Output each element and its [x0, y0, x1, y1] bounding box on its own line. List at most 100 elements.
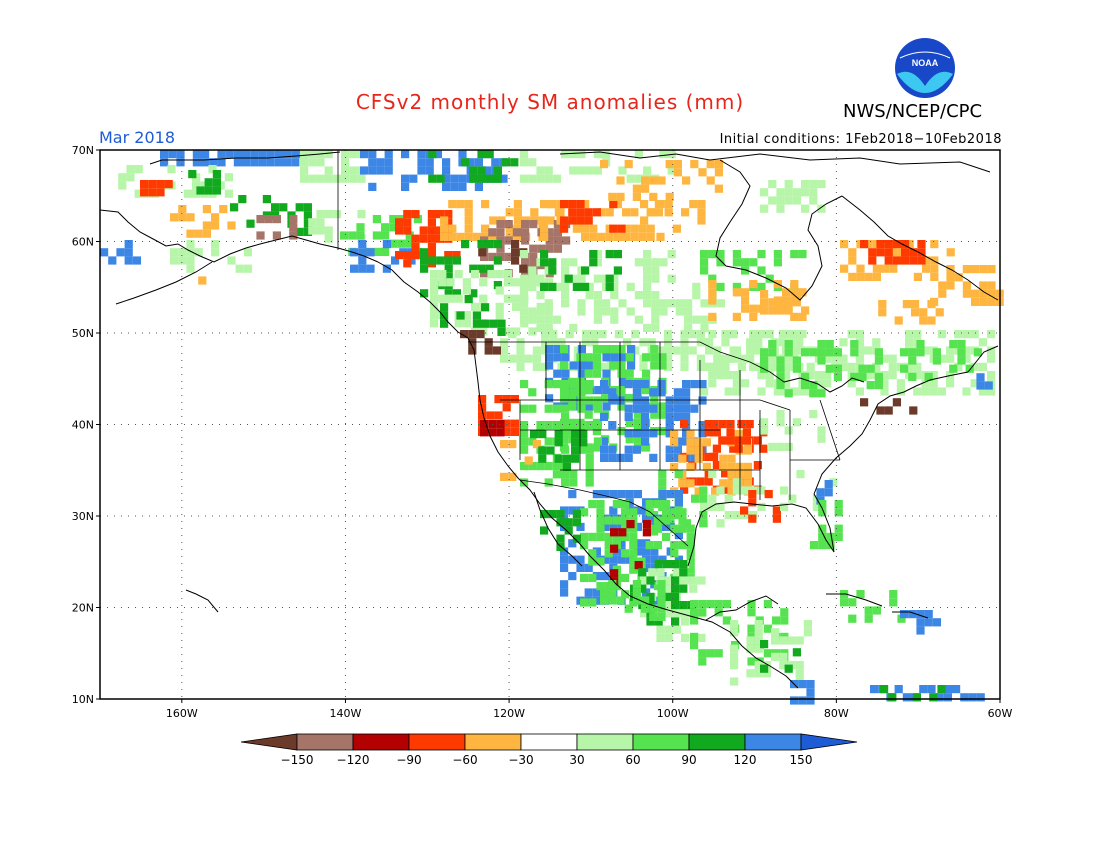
anomaly-cell [806, 680, 815, 689]
anomaly-cell [629, 557, 638, 566]
anomaly-cell [682, 412, 691, 421]
anomaly-cell [368, 182, 377, 191]
anomaly-cell [140, 188, 149, 197]
anomaly-cell [510, 419, 519, 428]
anomaly-cell [726, 436, 735, 445]
anomaly-cell [818, 508, 827, 517]
anomaly-cell [444, 289, 453, 298]
anomaly-cell [513, 232, 522, 241]
anomaly-cell [186, 229, 195, 238]
graticule-layer [100, 150, 1000, 699]
anomaly-cell [324, 210, 333, 219]
anomaly-cell [801, 372, 810, 381]
anomaly-cell [935, 308, 944, 317]
anomaly-cell [714, 184, 723, 193]
anomaly-cell [829, 478, 838, 487]
anomaly-cell [688, 330, 697, 339]
anomaly-cell [300, 166, 309, 175]
anomaly-cell [462, 319, 471, 328]
anomaly-cell [749, 258, 758, 267]
anomaly-cell [671, 576, 680, 585]
anomaly-cell [778, 338, 787, 347]
colorbar-segment [296, 733, 354, 751]
anomaly-cell [672, 346, 681, 355]
anomaly-cell [471, 270, 480, 279]
anomaly-cell [753, 436, 762, 445]
anomaly-cell [496, 244, 505, 253]
anomaly-cell [493, 281, 502, 290]
anomaly-cell [411, 210, 420, 219]
anomaly-cell [488, 228, 497, 237]
anomaly-cell [721, 485, 730, 494]
anomaly-cell [625, 490, 634, 499]
latitude-label: 20N [72, 602, 94, 615]
anomaly-cell [577, 369, 586, 378]
anomaly-cell [664, 609, 673, 618]
anomaly-cell [651, 274, 660, 283]
anomaly-cell [592, 427, 601, 436]
anomaly-cell [764, 490, 773, 499]
anomaly-cell [596, 557, 605, 566]
anomaly-cell [638, 584, 647, 593]
anomaly-cell [795, 636, 804, 645]
anomaly-cell [577, 445, 586, 454]
anomaly-cell [602, 369, 611, 378]
anomaly-cell [840, 598, 849, 607]
anomaly-cell [798, 288, 807, 297]
colorbar-label: 150 [790, 753, 813, 767]
anomaly-cell [935, 693, 944, 702]
anomaly-cell [642, 520, 651, 529]
anomaly-cell [888, 693, 897, 702]
anomaly-cell [511, 256, 520, 265]
anomaly-cell [592, 353, 601, 362]
anomaly-cell [779, 636, 788, 645]
anomaly-cell [917, 240, 926, 249]
anomaly-cell [192, 150, 201, 159]
anomaly-cell [712, 444, 721, 453]
anomaly-cell [536, 315, 545, 324]
anomaly-cell [649, 429, 658, 438]
anomaly-cell [569, 323, 578, 332]
anomaly-cell [708, 312, 717, 321]
anomaly-cell [700, 315, 709, 324]
anomaly-cell [902, 693, 911, 702]
anomaly-cell [610, 307, 619, 316]
anomaly-cell [178, 205, 187, 214]
anomaly-cell [714, 160, 723, 169]
anomaly-cell [716, 250, 725, 259]
anomaly-cell [238, 195, 247, 204]
anomaly-cell [757, 330, 766, 339]
anomaly-cell [511, 248, 520, 257]
longitude-label: 160W [166, 707, 198, 720]
anomaly-cell [513, 216, 522, 225]
anomaly-cell [512, 294, 521, 303]
anomaly-cell [585, 396, 594, 405]
anomaly-cell [814, 371, 823, 380]
anomaly-cell [568, 394, 577, 403]
anomaly-cell [673, 160, 682, 169]
anomaly-cell [922, 256, 931, 265]
anomaly-cell [743, 446, 752, 455]
anomaly-cell [847, 379, 856, 388]
anomaly-cell [784, 348, 793, 357]
anomaly-cell [630, 224, 639, 233]
colorbar-label: −150 [281, 753, 314, 767]
anomaly-cell [548, 282, 557, 291]
anomaly-cell [538, 430, 547, 439]
anomaly-cell [562, 236, 571, 245]
anomaly-cell [848, 614, 857, 623]
anomaly-cell [632, 192, 641, 201]
anomaly-cell [801, 188, 810, 197]
anomaly-cell [468, 330, 477, 339]
anomaly-cell [949, 364, 958, 373]
anomaly-cell [493, 174, 502, 183]
anomaly-cell [776, 188, 785, 197]
anomaly-cell [792, 418, 801, 427]
colorbar: −150 −120 −90 −60 −30 30 60 90 120 150 [240, 733, 858, 767]
anomaly-cell [428, 174, 437, 183]
anomaly-cell [242, 158, 251, 167]
anomaly-cell [593, 437, 602, 446]
anomaly-cell [495, 270, 504, 279]
anomaly-cell [462, 286, 471, 295]
anomaly-cell [937, 354, 946, 363]
